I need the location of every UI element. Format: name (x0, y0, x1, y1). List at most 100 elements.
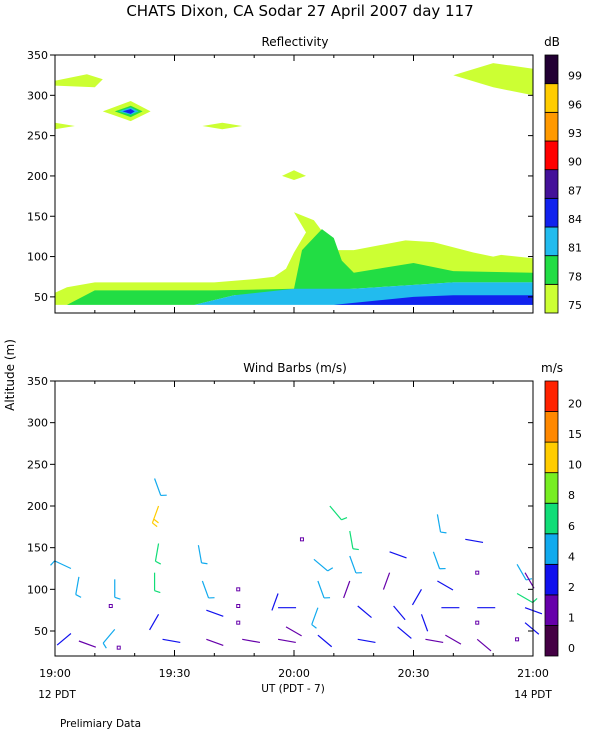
wind-barb-1 (75, 576, 82, 598)
wind-barb-20 (236, 620, 241, 625)
reflectivity-region-10 (202, 122, 243, 130)
reflectivity-region-9 (122, 109, 135, 114)
wind-barb-11 (153, 572, 161, 594)
panel1-ytick-label-250: 250 (27, 130, 48, 143)
wind-barb-9 (151, 505, 160, 528)
wind-barb-49 (465, 538, 484, 544)
panel1-ytick-label-350: 350 (27, 49, 48, 62)
panel2-colorbar-swatch-10 (544, 441, 559, 474)
wind-barb-2 (56, 633, 72, 646)
panel2-colorbar-level-6: 6 (568, 520, 575, 533)
reflectivity-region-4 (55, 74, 103, 88)
panel1-colorbar-level-75: 75 (568, 299, 582, 312)
panel1-ytick-label-200: 200 (27, 170, 48, 183)
panel2-colorbar-swatch-0 (544, 625, 559, 657)
reflectivity-region-5 (55, 122, 75, 130)
wind-barb-43 (425, 638, 444, 644)
panel1-colorbar-level-87: 87 (568, 184, 582, 197)
panel2-colorbar-level-2: 2 (568, 581, 575, 594)
wind-barb-21 (242, 638, 261, 644)
wind-barb-52 (476, 638, 492, 652)
panel2-colorbar-swatch-6 (544, 502, 559, 535)
wind-barb-37 (389, 551, 407, 559)
panel2-frame (54, 380, 534, 657)
wind-barb-3 (78, 640, 97, 648)
wind-barb-58 (524, 622, 540, 635)
panel1-colorbar-swatch-90 (544, 140, 559, 171)
wind-barb-54 (516, 564, 533, 581)
wind-barb-32 (349, 530, 359, 551)
panel2-ytick-label-300: 300 (27, 417, 48, 430)
x-axis-label: UT (PDT - 7) (261, 683, 325, 695)
wind-barb-13 (162, 638, 181, 644)
panel2-ytick-label-250: 250 (27, 458, 48, 471)
left-time-label: 12 PDT (38, 689, 76, 701)
wind-barb-4 (114, 579, 121, 600)
panel2-colorbar-level-0: 0 (568, 642, 575, 655)
wind-barb-0 (50, 560, 72, 570)
wind-barb-36 (357, 638, 376, 644)
wind-barb-55 (516, 592, 538, 604)
panel2-colorbar-swatch-2 (544, 563, 559, 596)
panel2-colorbar-level-15: 15 (568, 428, 582, 441)
wind-barb-42 (420, 614, 429, 632)
panel1-colorbar-level-84: 84 (568, 213, 582, 226)
panel2-ytick-label-100: 100 (27, 583, 48, 596)
wind-barb-7 (116, 645, 121, 650)
wind-barb-24 (277, 638, 296, 644)
panel2-colorbar-level-4: 4 (568, 550, 575, 563)
panel1-colorbar-swatch-96 (544, 83, 559, 113)
panel1-colorbar-level-96: 96 (568, 98, 582, 111)
wind-barb-22 (271, 593, 279, 611)
panel1-colorbar-level-81: 81 (568, 242, 582, 255)
panel2-ytick-label-150: 150 (27, 542, 48, 555)
wind-barb-5 (108, 604, 113, 608)
reflectivity-region-0 (55, 212, 533, 305)
wind-barb-30 (299, 537, 304, 542)
panel2-colorbar-unit: m/s (541, 361, 563, 375)
wind-barb-53 (475, 620, 480, 625)
wind-barb-40 (397, 626, 412, 639)
panel1-ytick-label-300: 300 (27, 89, 48, 102)
panel1-colorbar-swatch-81 (544, 226, 559, 257)
wind-barb-25 (285, 626, 302, 637)
panel2-colorbar-level-20: 20 (568, 398, 582, 411)
wind-barb-19 (236, 604, 241, 608)
wind-barb-6 (102, 628, 116, 649)
panel2-title: Wind Barbs (m/s) (243, 361, 347, 375)
wind-barb-18 (236, 587, 241, 592)
x-tick-label-0: 19:00 (39, 667, 71, 680)
wind-barb-15 (201, 580, 215, 599)
panel1-ytick-label-150: 150 (27, 210, 48, 223)
panel1-colorbar-level-90: 90 (568, 156, 582, 169)
x-axis: 19:00 19:30 20:00 20:30 21:00 (39, 667, 549, 680)
wind-barb-16 (206, 609, 224, 617)
panel2-ytick-label-200: 200 (27, 500, 48, 513)
panel2-colorbar-level-10: 10 (568, 459, 582, 472)
panel2-colorbar-swatch-20 (544, 380, 559, 412)
panel2-colorbar-swatch-8 (544, 472, 559, 504)
wind-barb-44 (436, 514, 447, 534)
panel1-colorbar-level-93: 93 (568, 127, 582, 140)
x-tick-label-4: 21:00 (517, 667, 549, 680)
panel2-colorbar-level-1: 1 (568, 611, 575, 624)
wind-barb-10 (154, 543, 162, 565)
wind-barb-29 (317, 634, 333, 648)
wind-barb-34 (343, 580, 351, 599)
wind-barb-50 (475, 570, 480, 575)
wind-barb-35 (357, 605, 372, 619)
panel1-colorbar-swatch-93 (544, 111, 559, 142)
wind-barb-33 (349, 555, 362, 574)
wind-barb-48 (445, 634, 462, 645)
panel1-colorbar-level-99: 99 (568, 70, 582, 83)
reflectivity-contours (55, 63, 533, 305)
wind-barb-12 (149, 614, 160, 631)
wind-barbs (50, 478, 543, 652)
reflectivity-region-1 (67, 229, 533, 305)
panel1-title: Reflectivity (261, 35, 328, 49)
wind-barb-17 (206, 638, 224, 647)
panel2-colorbar-swatch-15 (544, 411, 559, 443)
panel1-ytick-label-100: 100 (27, 251, 48, 264)
reflectivity-region-3 (333, 295, 533, 305)
panel1-colorbar-unit: dB (544, 35, 560, 49)
